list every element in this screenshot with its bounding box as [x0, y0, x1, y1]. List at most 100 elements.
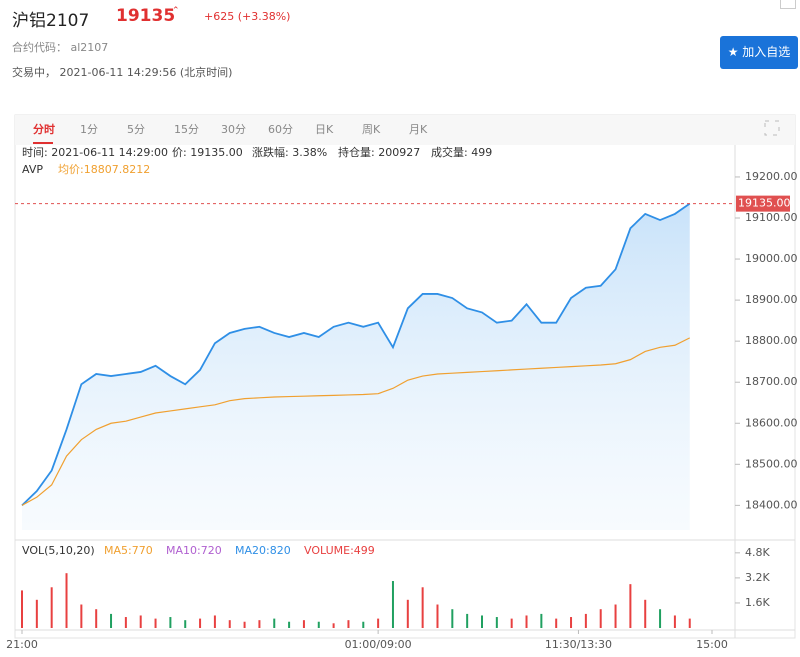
x-tick-label: 11:30/13:30: [545, 638, 612, 651]
tab[interactable]: 5分: [127, 123, 145, 136]
volume-bar: [95, 609, 98, 628]
code: 合约代码： al2107: [12, 41, 109, 54]
volume-bar: [21, 590, 23, 628]
volume-bar: [614, 604, 617, 628]
last-price-tag: [736, 195, 790, 212]
volume-bar: [317, 621, 320, 628]
volume-bar: [35, 599, 38, 628]
volume-bar: [332, 623, 335, 628]
tab[interactable]: 日K: [315, 123, 334, 136]
change: +625 (+3.38%): [204, 10, 291, 23]
corner-icon: [780, 0, 796, 9]
volume-bar: [406, 599, 409, 628]
avg-label: 均价:18807.8212: [58, 163, 150, 176]
volume-bar: [391, 581, 394, 628]
y-tick-label: 19100.00: [745, 211, 798, 224]
volume-bar: [110, 613, 113, 628]
legend-label: MA10:720: [166, 544, 222, 557]
y-tick-label: 18500.00: [745, 457, 798, 470]
button-text: 加入自选: [742, 45, 791, 59]
button-label: ★: [727, 45, 743, 59]
volume-bar: [243, 621, 246, 628]
volume-bar: [540, 613, 543, 628]
volume-bar: [481, 615, 483, 628]
status: 交易中， 2021-06-11 14:29:56 (北京时间): [12, 66, 233, 79]
y-tick-label: 18600.00: [745, 416, 798, 429]
y-tick-label: 18800.00: [745, 334, 798, 347]
tab[interactable]: 15分: [174, 123, 199, 136]
legend-label: MA20:820: [235, 544, 291, 557]
volume-bar: [525, 615, 528, 628]
vol-title: VOL(5,10,20): [22, 544, 95, 557]
volume-bar: [451, 609, 454, 628]
tab[interactable]: 1分: [80, 123, 98, 136]
volume-bar: [673, 615, 676, 628]
volume-bar: [644, 599, 647, 628]
volume-bar: [154, 618, 157, 628]
volume-bar: [302, 620, 305, 628]
x-tick-label: 15:00: [696, 638, 728, 651]
volume-bar: [80, 604, 83, 628]
volume-bar: [688, 618, 691, 628]
volume-bar: [466, 613, 469, 628]
y-tick-label: 18900.00: [745, 293, 798, 306]
info: 成交量: 499: [431, 145, 492, 159]
up-icon: ⌃: [172, 6, 180, 16]
volume-bar: [584, 613, 587, 628]
volume-bar: [629, 584, 632, 628]
volume-bar: [184, 620, 187, 628]
area-fill: [22, 203, 690, 530]
add-button[interactable]: ★ 加入自选: [720, 36, 798, 69]
title: 沪铝2107: [12, 11, 90, 31]
volume-bar: [599, 609, 602, 628]
tab[interactable]: 分时: [33, 122, 55, 136]
volume-bar: [495, 617, 498, 628]
volume-bar: [258, 620, 261, 628]
y-tick-label: 1.6K: [745, 596, 770, 609]
volume-bar: [65, 573, 68, 628]
volume-bar: [273, 618, 276, 628]
x-tick-label: 01:00/09:00: [345, 638, 412, 651]
y-tick-label: 19200.00: [745, 170, 798, 183]
volume-bar: [570, 617, 573, 628]
volume-bar: [421, 587, 424, 628]
info: 持仓量: 200927: [338, 145, 420, 159]
volume-bar: [50, 587, 53, 628]
volume-bar: [510, 618, 513, 628]
volume-bar: [139, 615, 142, 628]
volume-bar: [199, 618, 202, 628]
y-tick-label: 19000.00: [745, 252, 798, 265]
volume-bar: [555, 618, 558, 628]
legend-label: AVP: [22, 163, 43, 176]
y-tick-label: 18400.00: [745, 498, 798, 511]
line: [21, 202, 691, 507]
volume-bar: [288, 621, 291, 628]
volume-bar: [347, 620, 350, 628]
volume-bar: [659, 609, 662, 628]
price: 19135: [116, 6, 176, 26]
fullscreen-icon[interactable]: [764, 120, 780, 136]
volume-bar: [228, 620, 231, 628]
volume-bar: [169, 617, 172, 628]
y-tick-label: 18700.00: [745, 375, 798, 388]
info: 价: 19135.00: [172, 146, 243, 159]
tab[interactable]: 月K: [409, 123, 428, 136]
volume-bar: [213, 615, 216, 628]
volume-bar: [362, 621, 365, 628]
tab[interactable]: 60分: [268, 123, 293, 136]
volume-bar: [436, 604, 439, 628]
tab[interactable]: 30分: [221, 123, 246, 136]
y-tick-label: 3.2K: [745, 571, 770, 584]
tab[interactable]: 周K: [362, 123, 381, 136]
legend-label: VOLUME:499: [304, 544, 375, 557]
line: [21, 337, 691, 506]
volume-bar: [124, 617, 127, 628]
info: 时间: 2021-06-11 14:29:00: [22, 146, 168, 159]
x-tick-label: 21:00: [6, 638, 38, 651]
info: 涨跌幅: 3.38%: [252, 145, 327, 159]
tab-bar: [15, 115, 795, 145]
last-price-label: 19135.00: [738, 197, 791, 210]
y-tick-label: 4.8K: [745, 546, 770, 559]
